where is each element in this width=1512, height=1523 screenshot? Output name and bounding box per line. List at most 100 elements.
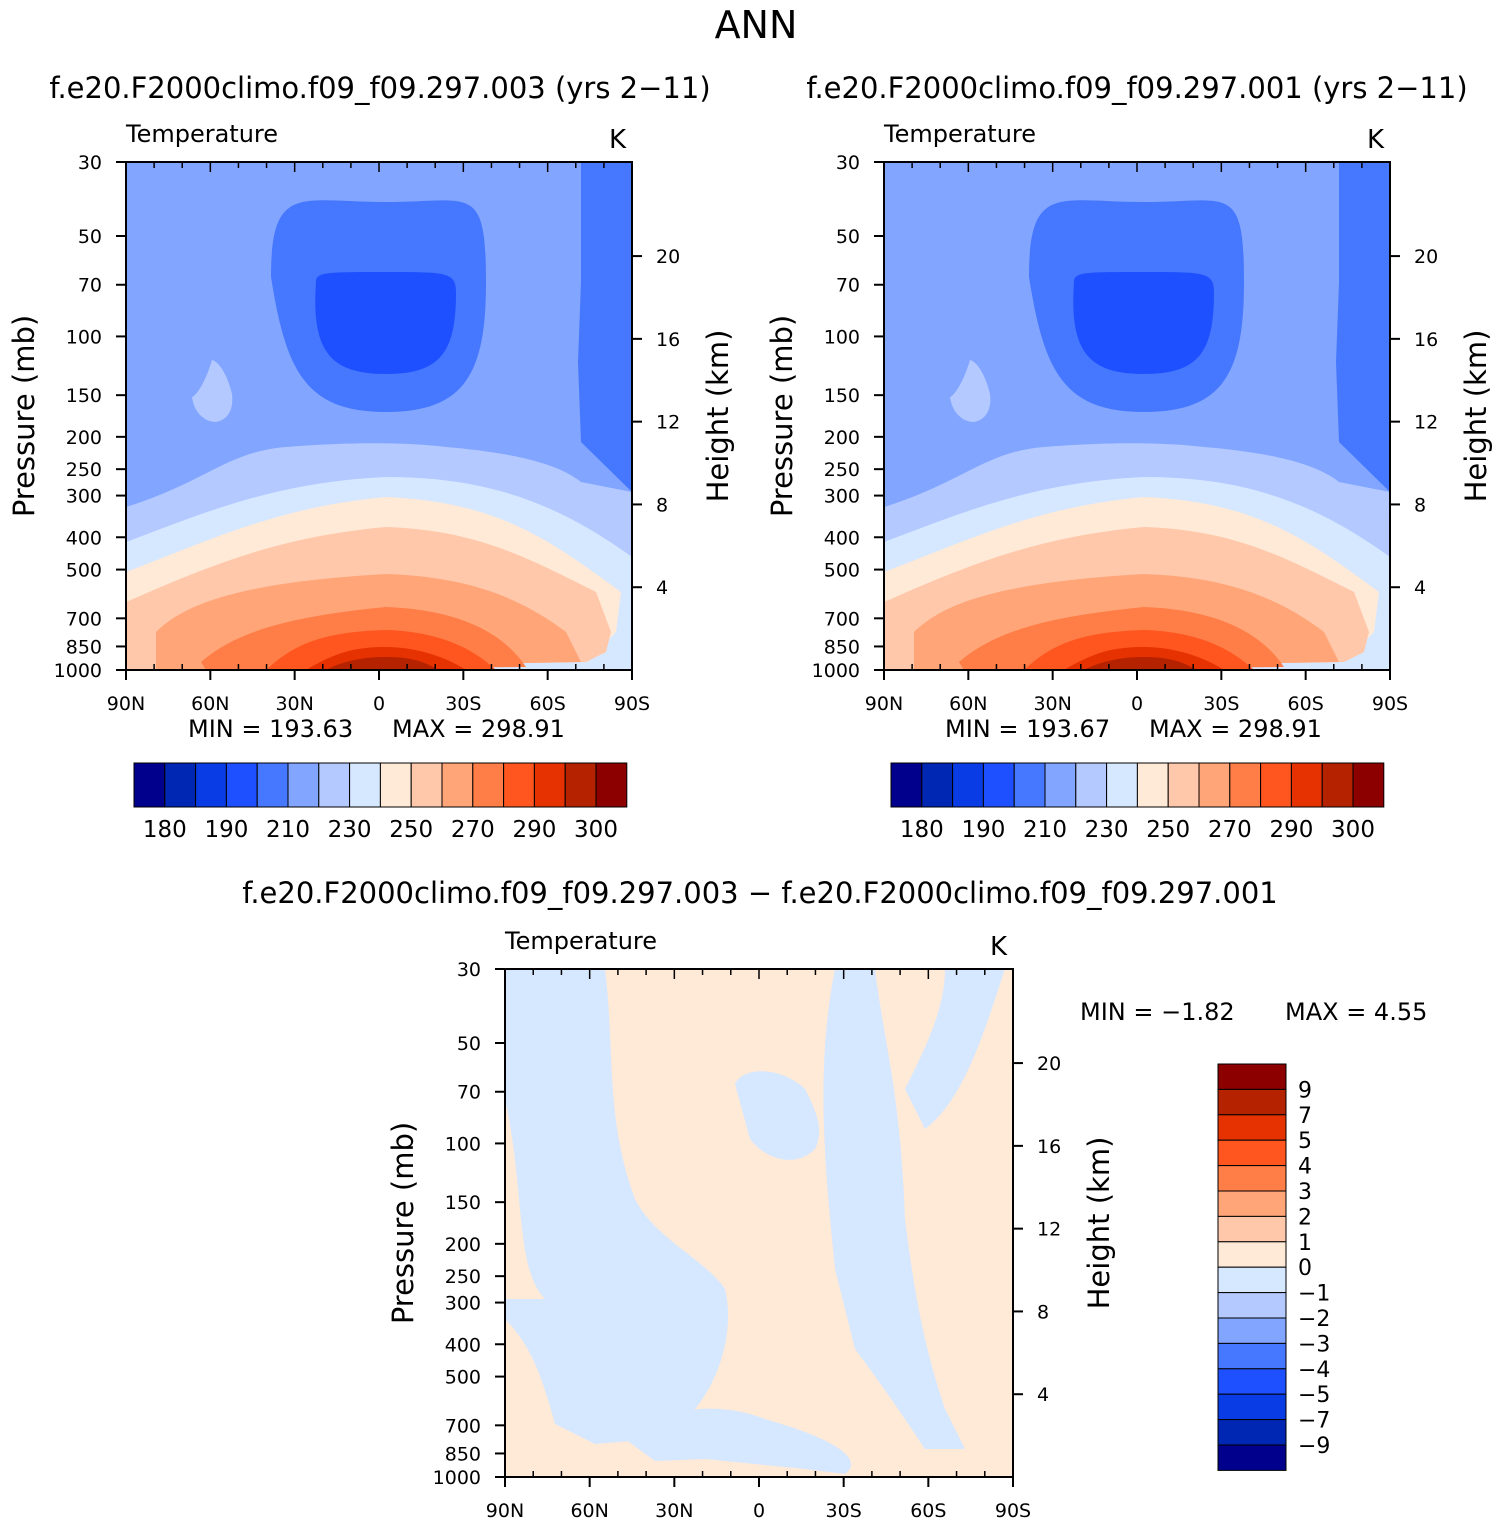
- panel3-colorbar-swatch: [1217, 1368, 1287, 1395]
- panel2-ytick-label: 400: [824, 527, 860, 549]
- panel3-colorbar-label: −3: [1298, 1332, 1330, 1357]
- panel3-ytick-label: 70: [457, 1082, 481, 1104]
- panel1-ytick-label: 850: [66, 636, 102, 658]
- panel3-field: [505, 969, 1013, 1477]
- panel2-xtick-label: 90N: [865, 693, 903, 715]
- panel1-right-tick-label: 4: [656, 577, 668, 599]
- panel2-right-tick-label: 8: [1414, 494, 1426, 516]
- panel2-colorbar-swatch: [1106, 762, 1138, 808]
- panel3-colorbar-label: 9: [1298, 1078, 1312, 1103]
- panel3-colorbar-swatch: [1217, 1114, 1287, 1141]
- panel2-right-tick-label: 16: [1414, 329, 1438, 351]
- panel3-colorbar-label: −7: [1298, 1409, 1330, 1434]
- panel2-ylabel: Pressure (mb): [765, 315, 799, 517]
- panel3-ylabel: Pressure (mb): [386, 1122, 420, 1324]
- panel3-ytick-label: 250: [445, 1266, 481, 1288]
- panel1-ylabel-right: Height (km): [701, 330, 735, 503]
- panel2-colorbar-swatch: [1044, 762, 1077, 808]
- panel3-plot: Temperature K3050701001502002503004005007…: [386, 927, 1427, 1522]
- panel1-colorbar-swatch: [225, 762, 258, 808]
- panel3-max-label: MAX = 4.55: [1285, 998, 1427, 1026]
- panel1-ytick-label: 300: [66, 486, 102, 508]
- panel1-right-tick-label: 20: [656, 246, 680, 268]
- panel1-colorbar-label: 180: [143, 817, 187, 843]
- panel2-colorbar-label: 290: [1269, 817, 1313, 843]
- panel1-colorbar-swatch: [595, 762, 628, 808]
- panel2-xtick-label: 30N: [1033, 693, 1071, 715]
- panel3-xtick-label: 0: [753, 1500, 765, 1522]
- panel3-colorbar-label: −4: [1298, 1358, 1330, 1383]
- panel3-min-label: MIN = −1.82: [1080, 998, 1235, 1026]
- panel3-xtick-label: 90N: [486, 1500, 524, 1522]
- panel3-xtick-label: 30S: [826, 1500, 862, 1522]
- panel1-xtick-label: 30S: [445, 693, 481, 715]
- panel2-colorbar-swatch: [1229, 762, 1262, 808]
- panel1-colorbar-label: 230: [328, 817, 372, 843]
- panel3-colorbar-swatch: [1217, 1139, 1287, 1167]
- panel3-title: f.e20.F2000climo.f09_f09.297.003 − f.e20…: [242, 876, 1278, 910]
- panel2-colorbar-swatch: [982, 762, 1015, 808]
- panel1-colorbar-swatch: [472, 762, 505, 808]
- panel2-max-label: MAX = 298.91: [1149, 715, 1322, 743]
- panel3-colorbar-label: 7: [1298, 1104, 1312, 1129]
- panel2-colorbar-swatch: [1167, 762, 1200, 808]
- panel1-colorbar-swatch: [410, 762, 443, 808]
- panel3-xtick-label: 60S: [910, 1500, 946, 1522]
- panel3-colorbar-swatch: [1217, 1342, 1287, 1370]
- panel2-colorbar-swatch: [1136, 762, 1169, 808]
- panel1-colorbar-swatch: [195, 762, 227, 808]
- panel1-colorbar-swatch: [256, 762, 289, 808]
- panel2-ytick-label: 30: [836, 152, 860, 174]
- panel1-colorbar-label: 300: [574, 817, 618, 843]
- panel1-colorbar-swatch: [503, 762, 535, 808]
- panel2-xtick-label: 60S: [1288, 693, 1324, 715]
- panel3-colorbar-swatch: [1217, 1266, 1287, 1294]
- panel3-ytick-label: 100: [445, 1133, 481, 1155]
- panel1-right-tick-label: 12: [656, 412, 680, 434]
- panel2-ytick-label: 150: [824, 385, 860, 407]
- panel3-colorbar-label: −1: [1298, 1282, 1330, 1307]
- panel1-colorbar-swatch: [164, 762, 197, 808]
- panel2-plot: Temperature K3050701001502002503004005007…: [765, 120, 1493, 743]
- panel2-ytick-label: 50: [836, 226, 860, 248]
- panel2-right-tick-label: 20: [1414, 246, 1438, 268]
- panel1-xtick-label: 60S: [530, 693, 566, 715]
- panel3-colorbar-swatch: [1217, 1165, 1287, 1192]
- panel2-colorbar-swatch: [1321, 762, 1354, 808]
- panel3-ytick-label: 1000: [433, 1467, 481, 1489]
- panel1-colorbar-swatch: [533, 762, 566, 808]
- panel1-max-label: MAX = 298.91: [392, 715, 565, 743]
- panel2-colorbar-swatch: [921, 762, 954, 808]
- panel3-colorbar-swatch: [1217, 1317, 1287, 1344]
- panel3-right-tick-label: 12: [1037, 1219, 1061, 1241]
- panel1-ytick-label: 250: [66, 459, 102, 481]
- panel1-ytick-label: 500: [66, 560, 102, 582]
- panel2-ytick-label: 250: [824, 459, 860, 481]
- panel1-right-tick-label: 8: [656, 494, 668, 516]
- panel1-right-tick-label: 16: [656, 329, 680, 351]
- panel1-ytick-label: 700: [66, 608, 102, 630]
- panel2-ytick-label: 700: [824, 608, 860, 630]
- panel3-colorbar-label: 4: [1298, 1155, 1312, 1180]
- panel2-xtick-label: 30S: [1203, 693, 1239, 715]
- panel1-field: [126, 162, 632, 670]
- panel2-colorbar-swatch: [1352, 762, 1385, 808]
- panel1-colorbar-swatch: [133, 762, 166, 808]
- panel3-ytick-label: 850: [445, 1443, 481, 1465]
- panel2-ytick-label: 200: [824, 427, 860, 449]
- panel2-ytick-label: 70: [836, 275, 860, 297]
- panel3-ytick-label: 300: [445, 1293, 481, 1315]
- panel3-colorbar-label: 2: [1298, 1205, 1312, 1230]
- page-title: ANN: [715, 3, 798, 47]
- panel1-colorbar-label: 290: [512, 817, 556, 843]
- panel2-ytick-label: 100: [824, 326, 860, 348]
- panel3-colorbar-swatch: [1217, 1088, 1287, 1116]
- panel3-colorbar-swatch: [1217, 1393, 1287, 1421]
- panel2-right-tick-label: 4: [1414, 577, 1426, 599]
- panel2-field: [884, 162, 1390, 670]
- panel1-min-label: MIN = 193.63: [188, 715, 353, 743]
- panel1-ytick-label: 150: [66, 385, 102, 407]
- panel3-right-tick-label: 16: [1037, 1136, 1061, 1158]
- panel3-ytick-label: 200: [445, 1234, 481, 1256]
- panel1-colorbar-swatch: [287, 762, 320, 808]
